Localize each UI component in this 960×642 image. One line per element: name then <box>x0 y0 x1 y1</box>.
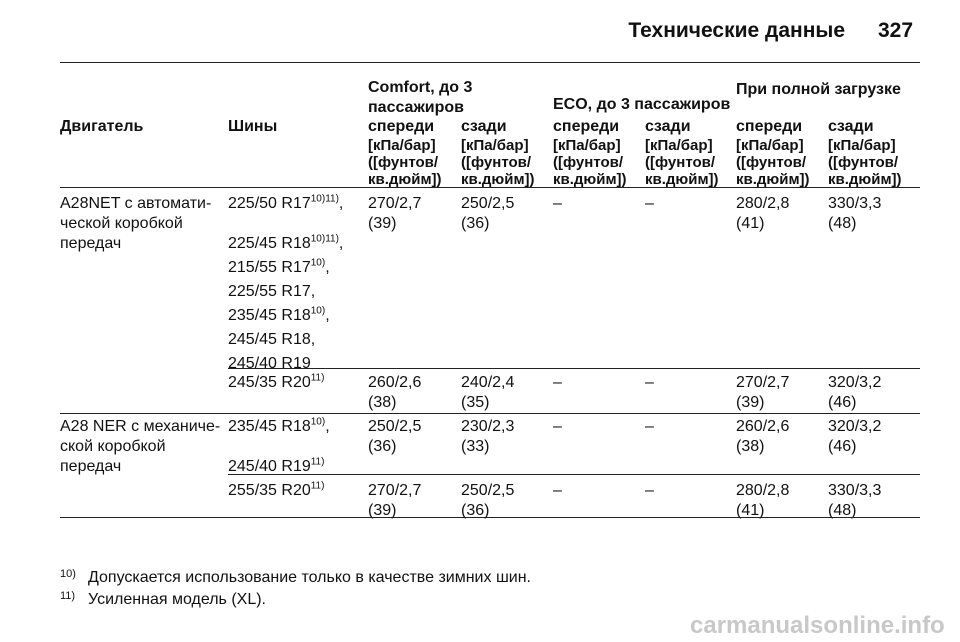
pressure: 320/3,2 (46) <box>828 418 882 455</box>
unit-header: [кПа/бар] ([фунтов/ кв.дюйм]) <box>828 137 902 188</box>
separator: , <box>338 235 344 252</box>
pressure: 330/3,3 (48) <box>828 482 882 519</box>
tire-size: 225/50 R17 <box>228 195 311 212</box>
column-header: спереди <box>368 118 435 135</box>
tire-size: 255/35 R20 <box>228 482 311 499</box>
pressure: 330/3,3 (48) <box>828 195 882 232</box>
tire-size: 235/45 R18 <box>228 418 311 435</box>
unit-header: [кПа/бар] ([фунтов/ кв.дюйм]) <box>645 137 719 188</box>
separator: , <box>325 259 330 276</box>
column-header: сзади <box>828 118 874 135</box>
column-header: спереди <box>553 118 620 135</box>
pressure: 270/2,7 (39) <box>736 374 790 411</box>
tire-size: 225/55 R17 <box>228 283 311 300</box>
tire-size: 245/40 R19 <box>228 458 311 475</box>
pressure: – <box>553 374 562 391</box>
tire-size: 225/45 R18 <box>228 235 311 252</box>
tire: 245/35 R2011) <box>228 373 324 393</box>
column-header: сзади <box>645 118 691 135</box>
column-header: сзади <box>461 118 507 135</box>
footnote-ref: 10) <box>310 416 326 428</box>
separator: , <box>310 331 316 348</box>
column-header: Двигатель <box>60 118 144 135</box>
pressure: 260/2,6 (38) <box>736 418 790 455</box>
group-header: При полной загрузке <box>736 81 901 98</box>
rule <box>228 368 920 369</box>
footnote-mark: 10) <box>60 568 76 580</box>
pressure: – <box>645 418 654 435</box>
page-number: 327 <box>878 19 914 42</box>
tire-size: 245/45 R18 <box>228 331 311 348</box>
rule <box>60 187 920 188</box>
tire: 215/55 R1710), <box>228 258 330 278</box>
column-header: спереди <box>736 118 803 135</box>
rule <box>60 62 920 63</box>
tire: 235/45 R1810), <box>228 306 330 326</box>
engine: ской коробкой <box>60 438 166 455</box>
pressure: – <box>553 482 562 499</box>
pressure: 230/2,3 (33) <box>461 418 515 455</box>
tire-size: 235/45 R18 <box>228 307 311 324</box>
engine: ческой коробкой <box>60 215 183 232</box>
footnote-ref: 10) <box>310 305 326 317</box>
pressure: 250/2,5 (36) <box>368 418 422 455</box>
tire: 245/40 R1911) <box>228 457 324 477</box>
pressure: – <box>645 374 654 391</box>
separator: , <box>325 307 330 324</box>
rule <box>60 517 920 518</box>
pressure: 250/2,5 (36) <box>461 195 515 232</box>
engine: передач <box>60 235 122 252</box>
engine: передач <box>60 458 122 475</box>
pressure: 280/2,8 (41) <box>736 482 790 519</box>
tire: 225/45 R1810)11), <box>228 234 343 254</box>
pressure: 270/2,7 (39) <box>368 195 422 232</box>
footnote-ref: 11) <box>310 372 325 384</box>
pressure: – <box>645 195 654 212</box>
pressure: 270/2,7 (39) <box>368 482 422 519</box>
tire: 235/45 R1810), <box>228 417 330 437</box>
engine: A28 NER с механиче- <box>60 418 221 435</box>
tire: 255/35 R2011) <box>228 481 324 501</box>
footnote-text: Усиленная модель (XL). <box>88 591 266 608</box>
separator: , <box>338 195 344 212</box>
footnote-mark: 11) <box>60 590 76 602</box>
footnote-ref: 11) <box>310 456 325 468</box>
rule <box>228 474 920 475</box>
unit-header: [кПа/бар] ([фунтов/ кв.дюйм]) <box>368 137 442 188</box>
unit-header: [кПа/бар] ([фунтов/ кв.дюйм]) <box>553 137 627 188</box>
pressure: 280/2,8 (41) <box>736 195 790 232</box>
separator: , <box>310 283 316 300</box>
group-header: Comfort, до 3 пассажиров <box>368 79 473 116</box>
tire: 225/55 R17, <box>228 282 315 302</box>
footnote-ref: 10)11) <box>310 233 339 245</box>
watermark: carmanualsonline.info <box>690 612 945 639</box>
pressure: 260/2,6 (38) <box>368 374 422 411</box>
pressure: – <box>553 195 562 212</box>
pressure: – <box>553 418 562 435</box>
rule <box>60 413 920 414</box>
footnote-text: Допускается использование только в качес… <box>88 569 531 586</box>
tire: 245/45 R18, <box>228 330 315 350</box>
pressure: 240/2,4 (35) <box>461 374 515 411</box>
tire: 245/40 R19 <box>228 354 311 374</box>
pressure: 250/2,5 (36) <box>461 482 515 519</box>
engine: A28NET с автомати- <box>60 195 212 212</box>
footnote-ref: 11) <box>310 480 325 492</box>
unit-header: [кПа/бар] ([фунтов/ кв.дюйм]) <box>736 137 810 188</box>
tire-size: 215/55 R17 <box>228 259 311 276</box>
footnote-ref: 10)11) <box>310 193 339 205</box>
page-title: Технические данные <box>628 19 845 42</box>
pressure: – <box>645 482 654 499</box>
tire-size: 245/35 R20 <box>228 374 311 391</box>
column-header: Шины <box>228 118 278 135</box>
tire-size: 245/40 R19 <box>228 355 311 372</box>
unit-header: [кПа/бар] ([фунтов/ кв.дюйм]) <box>461 137 535 188</box>
separator: , <box>325 418 330 435</box>
footnote-ref: 10) <box>310 257 326 269</box>
tire: 225/50 R1710)11), <box>228 194 343 214</box>
group-header: ECO, до 3 пассажиров <box>553 96 731 113</box>
pressure: 320/3,2 (46) <box>828 374 882 411</box>
